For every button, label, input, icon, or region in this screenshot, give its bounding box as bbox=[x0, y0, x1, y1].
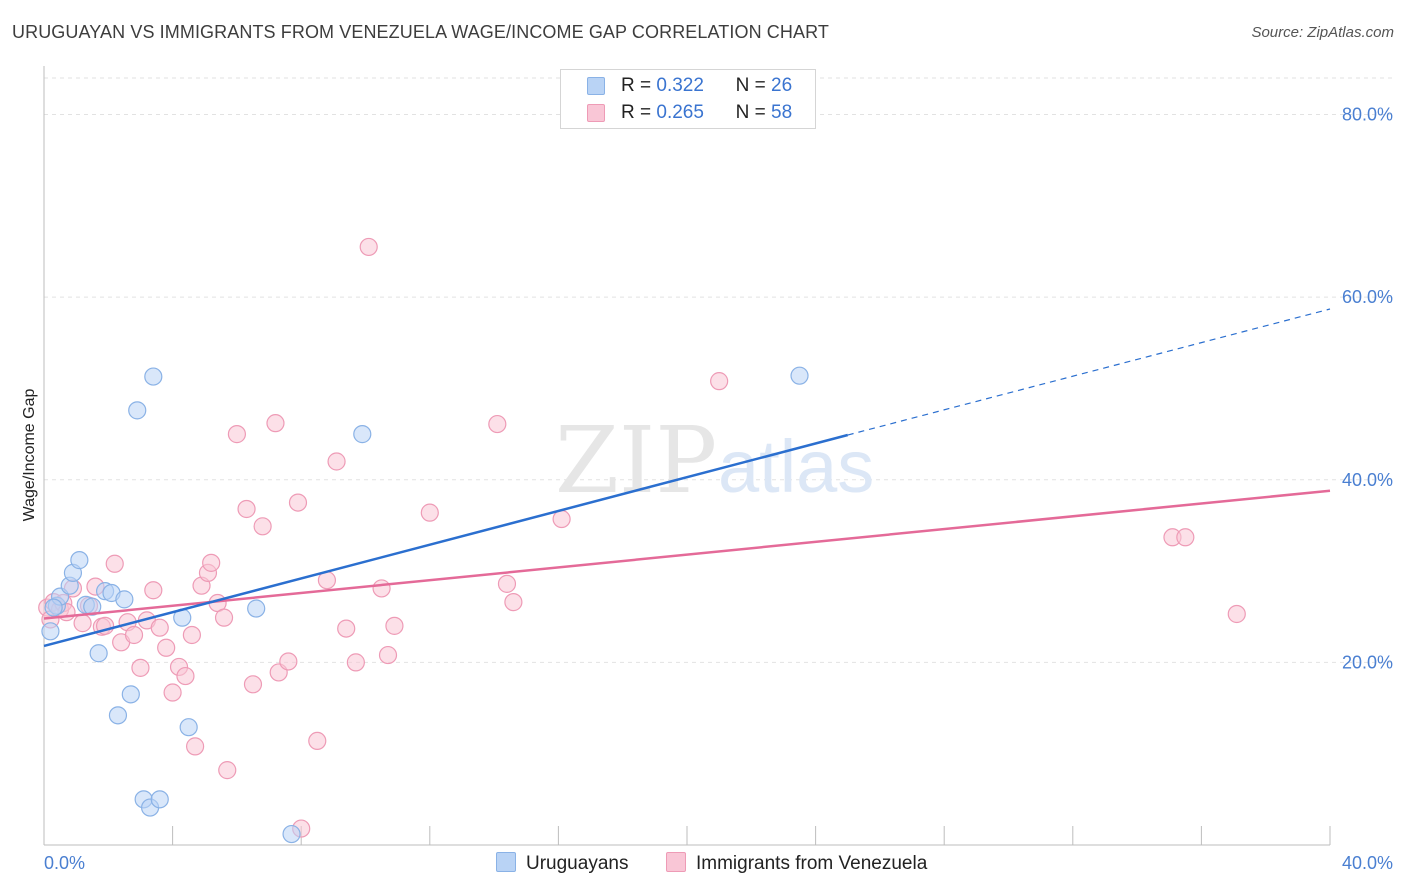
bottom-legend-label-uruguayans: Uruguayans bbox=[526, 853, 629, 874]
point-venezuela bbox=[346, 653, 365, 672]
point-uruguayans bbox=[144, 367, 163, 386]
point-venezuela bbox=[157, 638, 176, 657]
point-venezuela bbox=[144, 581, 163, 600]
y-tick-label: 60.0% bbox=[1342, 287, 1393, 307]
axes bbox=[43, 66, 1331, 846]
y-tick-label: 80.0% bbox=[1342, 105, 1393, 125]
point-venezuela bbox=[253, 517, 272, 536]
point-uruguayans bbox=[128, 401, 147, 420]
y-tick-labels: 20.0% 40.0% 60.0% 80.0% bbox=[1342, 105, 1393, 673]
point-uruguayans bbox=[121, 685, 140, 704]
correlation-legend: R = 0.322 N = 26 R = 0.265 N = 58 bbox=[560, 69, 816, 129]
trend-line-uruguayans-extension bbox=[847, 308, 1331, 436]
point-venezuela bbox=[497, 574, 517, 593]
gridlines bbox=[44, 77, 1394, 663]
point-uruguayans bbox=[790, 366, 809, 385]
point-venezuela bbox=[243, 675, 263, 694]
legend-r-label-1: R = bbox=[621, 75, 652, 96]
point-venezuela bbox=[218, 761, 237, 780]
legend-n-label-2: N = bbox=[735, 102, 766, 123]
point-venezuela bbox=[237, 499, 256, 519]
y-axis-label: Wage/Income Gap bbox=[21, 389, 38, 522]
trend-line-uruguayans bbox=[43, 433, 849, 648]
legend-swatch-blue bbox=[587, 77, 605, 95]
point-venezuela bbox=[186, 737, 205, 756]
trend-lines bbox=[43, 308, 1331, 648]
trend-line-venezuela bbox=[43, 489, 1331, 620]
bottom-legend-uruguayans[interactable]: Uruguayans bbox=[496, 852, 628, 875]
legend-r-label-2: R = bbox=[621, 102, 652, 123]
point-uruguayans bbox=[247, 599, 266, 618]
legend-n-value-1: 26 bbox=[771, 75, 793, 96]
point-venezuela bbox=[308, 731, 327, 751]
point-uruguayans bbox=[108, 706, 128, 725]
series-venezuela-points bbox=[38, 237, 1246, 838]
point-venezuela bbox=[279, 652, 298, 671]
point-venezuela bbox=[182, 625, 201, 645]
bottom-legend-venezuela[interactable]: Immigrants from Venezuela bbox=[666, 852, 927, 875]
point-uruguayans bbox=[115, 590, 134, 609]
point-venezuela bbox=[710, 372, 729, 391]
point-venezuela bbox=[124, 625, 144, 645]
point-venezuela bbox=[552, 509, 571, 529]
point-uruguayans bbox=[282, 824, 301, 844]
watermark-zip: ZIP bbox=[555, 407, 717, 514]
point-venezuela bbox=[288, 493, 308, 512]
point-venezuela bbox=[420, 503, 439, 522]
y-tick-label: 40.0% bbox=[1342, 470, 1393, 490]
legend-r-value-2: 0.265 bbox=[656, 102, 704, 123]
legend-n-label-1: N = bbox=[735, 75, 766, 96]
legend-r-value-1: 0.322 bbox=[656, 75, 704, 96]
y-tick-label: 20.0% bbox=[1342, 652, 1393, 672]
point-uruguayans bbox=[179, 718, 198, 737]
watermark-atlas: atlas bbox=[718, 425, 874, 508]
point-venezuela bbox=[337, 619, 356, 638]
point-venezuela bbox=[202, 553, 221, 572]
bottom-legend-swatch-blue bbox=[496, 852, 516, 872]
point-uruguayans bbox=[70, 551, 89, 570]
point-uruguayans bbox=[89, 644, 108, 663]
point-venezuela bbox=[163, 683, 182, 702]
bottom-legend: Uruguayans Immigrants from Venezuela bbox=[0, 852, 1406, 878]
point-venezuela bbox=[214, 608, 234, 627]
point-venezuela bbox=[105, 554, 124, 573]
source-label: Source: ZipAtlas.com bbox=[1251, 24, 1394, 41]
point-venezuela bbox=[227, 425, 246, 444]
point-venezuela bbox=[488, 414, 507, 434]
point-venezuela bbox=[1227, 604, 1246, 624]
point-uruguayans bbox=[83, 597, 102, 616]
point-venezuela bbox=[266, 414, 285, 433]
bottom-legend-swatch-pink bbox=[666, 852, 686, 872]
x-tick-label-min: 0.0% bbox=[44, 853, 85, 873]
point-venezuela bbox=[378, 645, 398, 665]
point-uruguayans bbox=[41, 622, 60, 641]
bottom-legend-label-venezuela: Immigrants from Venezuela bbox=[696, 853, 928, 874]
point-venezuela bbox=[150, 618, 169, 637]
point-uruguayans bbox=[353, 425, 372, 444]
point-venezuela bbox=[504, 593, 523, 612]
point-uruguayans bbox=[44, 598, 63, 617]
watermark: ZIP atlas bbox=[555, 407, 874, 514]
point-venezuela bbox=[73, 614, 92, 633]
chart-title: URUGUAYAN VS IMMIGRANTS FROM VENEZUELA W… bbox=[12, 22, 829, 42]
series-uruguayans-points bbox=[41, 366, 809, 844]
x-tick-label-max: 40.0% bbox=[1342, 853, 1393, 873]
point-venezuela bbox=[385, 616, 404, 635]
point-venezuela bbox=[359, 237, 378, 257]
legend-n-value-2: 58 bbox=[771, 102, 793, 123]
point-venezuela bbox=[1176, 528, 1195, 547]
legend-swatch-pink bbox=[587, 104, 605, 122]
point-venezuela bbox=[131, 658, 150, 677]
point-uruguayans bbox=[150, 790, 169, 809]
point-venezuela bbox=[372, 579, 391, 598]
point-venezuela bbox=[176, 666, 195, 686]
point-venezuela bbox=[327, 452, 346, 471]
